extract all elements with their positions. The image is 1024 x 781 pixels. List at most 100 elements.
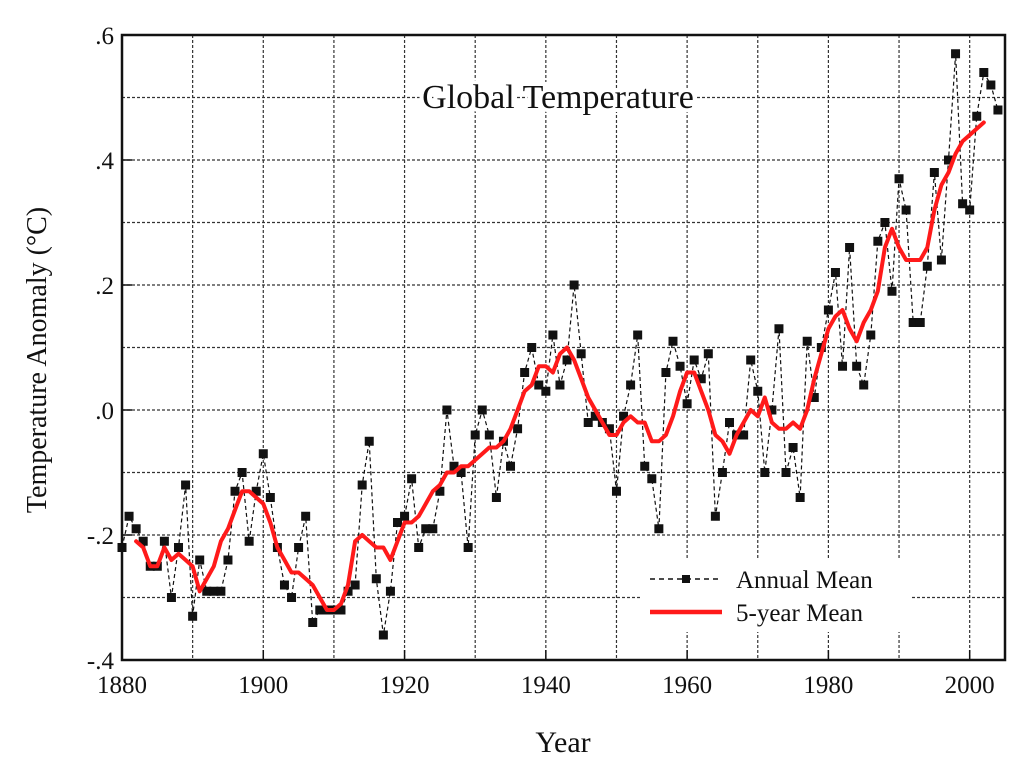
annual-mean-point [392,518,402,527]
annual-mean-point [689,355,699,365]
annual-mean-point [421,524,431,534]
axis-ticks: 1880 1900 1920 1940 1960 1980 2000 -.4 -.2 .0 .2 .4… [87,23,995,699]
annual-mean-point [209,586,219,596]
annual-mean-point [308,618,318,627]
annual-mean-point [159,536,169,546]
chart-title: Global Temperature [422,79,694,116]
annual-mean-point [668,336,678,346]
annual-mean-point [513,424,523,434]
annual-mean-point [611,486,621,496]
annual-mean-point [682,399,692,409]
annual-mean-point [400,511,410,521]
annual-mean-point [880,218,890,227]
annual-mean-point [174,543,184,552]
annual-mean-point [788,443,798,452]
annual-mean-point [527,343,537,352]
annual-mean-point [357,480,367,490]
annual-mean-point [484,430,494,440]
y-axis-label: Temperature Anomaly (°C) [22,207,53,513]
annual-mean-point [725,418,735,427]
annual-mean-point [294,543,304,552]
annual-mean-point [894,174,904,184]
annual-mean-point [124,511,134,521]
annual-mean-point [915,318,925,327]
annual-mean-point [470,430,480,440]
annual-mean-point [774,324,784,334]
annual-mean-point [548,330,558,340]
annual-mean-point [802,336,812,346]
annual-mean-point [901,205,911,215]
annual-mean-point [859,380,869,390]
legend-background [642,560,912,632]
annual-mean-point [675,361,685,371]
annual-mean-point [371,574,381,584]
annual-mean-point [131,524,141,534]
grid-lines [122,35,1005,660]
annual-mean-point [449,461,459,471]
annual-mean-point [569,280,579,290]
y-tick-label: -.4 [87,648,115,675]
annual-mean-point [378,630,388,640]
annual-mean-point [972,111,982,121]
annual-mean-point [195,555,205,565]
y-tick-label: .6 [95,23,114,50]
annual-mean-point [265,493,275,502]
annual-mean-point [922,261,932,271]
annual-mean-point [343,586,353,596]
annual-mean-point [251,486,261,496]
plot-frame [120,33,1007,662]
annual-mean-point [287,593,297,602]
annual-mean-point [428,524,438,534]
annual-mean-point [258,449,268,459]
annual-mean-point [873,236,883,246]
annual-mean-point [350,580,360,590]
annual-mean-point [534,380,544,390]
annual-mean-point [647,474,657,484]
annual-mean-point [936,255,946,265]
annual-mean-point [583,418,593,427]
annual-mean-point [654,524,664,534]
x-tick-label: 1880 [97,672,147,699]
annual-mean-point [216,586,226,596]
annual-mean-point [795,493,805,502]
annual-mean-point [237,468,247,477]
annual-mean-point [576,349,586,359]
annual-mean-line [121,53,999,636]
five-year-mean-line [134,120,986,612]
annual-mean-point [477,405,487,415]
annual-mean-point [604,424,614,434]
annual-mean-point [223,555,233,565]
annual-mean-point [364,436,374,446]
x-tick-label: 1980 [803,672,853,699]
annual-mean-point [117,543,127,552]
legend-annual-mean-marker [682,575,690,583]
legend-5-year-mean-label: 5-year Mean [736,600,864,627]
annual-mean-point [230,486,240,496]
annual-mean-point [244,536,254,546]
x-tick-label: 1900 [238,672,288,699]
series-layer [117,49,1003,640]
annual-mean-point [781,468,791,477]
annual-mean-point [717,468,727,477]
annual-mean-point [929,168,939,177]
annual-mean-point [986,80,996,90]
annual-mean-point [845,243,855,252]
annual-mean-point [760,468,770,477]
annual-mean-point [753,386,763,396]
x-tick-label: 1960 [662,672,712,699]
annual-mean-point [661,368,671,377]
annual-mean-point [506,461,516,471]
annual-mean-point [301,511,311,521]
annual-mean-point [979,68,989,77]
annual-mean-point [562,355,572,365]
annual-mean-point [456,468,466,477]
annual-mean-point [590,411,600,421]
annual-mean-point [315,605,325,615]
annual-mean-point [336,605,346,615]
annual-mean-point [823,305,833,315]
x-tick-label: 1940 [521,672,571,699]
y-tick-label: .2 [95,273,114,300]
annual-mean-point [703,349,713,359]
y-tick-label: .0 [95,398,114,425]
annual-mean-point [188,611,198,621]
